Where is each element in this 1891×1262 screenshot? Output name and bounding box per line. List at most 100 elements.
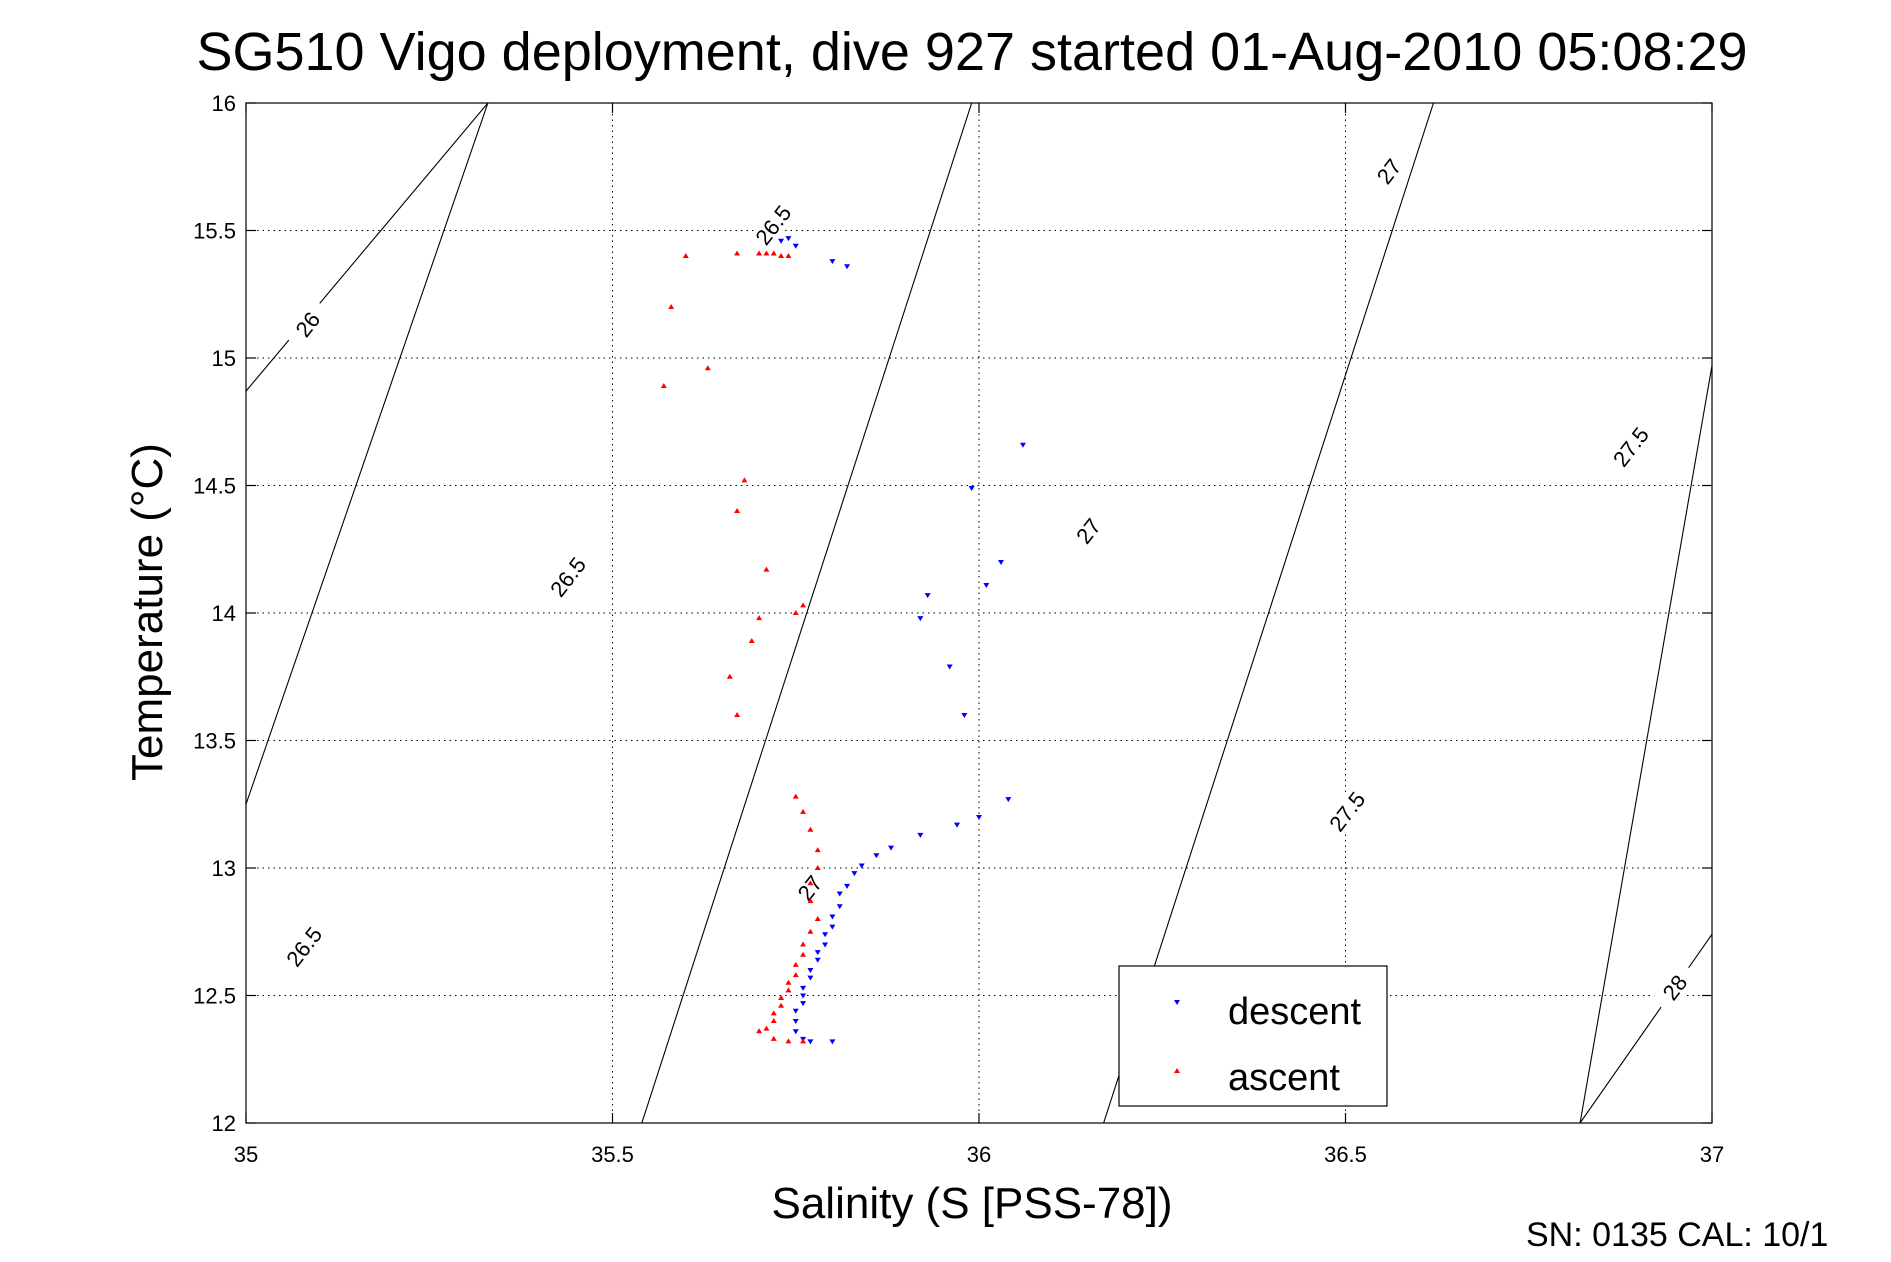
descent-point	[917, 832, 924, 838]
descent-point	[814, 957, 821, 963]
contour-label-bg	[786, 862, 835, 915]
descent-point	[814, 950, 821, 956]
isopycnal-line	[246, 103, 489, 806]
descent-point	[844, 883, 851, 889]
ascent-point	[800, 808, 807, 814]
ascent-point	[668, 304, 675, 309]
ascent-point	[807, 880, 814, 886]
ascent-point	[763, 1025, 770, 1031]
ascent-point	[748, 638, 755, 644]
descent-point	[997, 560, 1004, 565]
ascent-point	[734, 508, 741, 513]
descent-point	[829, 259, 836, 265]
legend-ascent-marker	[1174, 1068, 1180, 1073]
ascent-point	[807, 928, 814, 934]
ascent-point	[770, 250, 777, 256]
descent-point	[954, 822, 961, 828]
legend-descent-label: descent	[1228, 991, 1362, 1033]
ascent-point	[770, 1010, 777, 1016]
ascent-point	[734, 250, 741, 256]
y-tick-label: 13	[212, 856, 236, 881]
contour-label-bg	[1607, 420, 1656, 474]
y-tick-label: 14.5	[193, 474, 236, 499]
y-tick-label: 12.5	[193, 984, 236, 1009]
isopycnal-line	[1579, 933, 1712, 1123]
grid-lines	[246, 103, 1712, 1123]
descent-point	[1019, 442, 1026, 448]
descent-point	[844, 264, 851, 270]
legend: descent ascent	[1118, 965, 1388, 1107]
descent-point	[924, 593, 931, 599]
ascent-point	[785, 979, 792, 985]
descent-point	[968, 486, 975, 492]
ascent-point	[800, 941, 807, 947]
descent-point	[792, 243, 799, 249]
ascent-point	[778, 253, 785, 258]
y-tick-label: 14	[212, 601, 236, 626]
descent-point	[800, 1001, 807, 1007]
ascent-point	[814, 916, 821, 921]
density-contours	[246, 103, 1712, 1123]
chart-title: SG510 Vigo deployment, dive 927 started …	[196, 22, 1747, 82]
descent-point	[858, 863, 865, 869]
descent-point	[1005, 797, 1012, 803]
y-tick-label: 15	[212, 346, 236, 371]
descent-point	[778, 238, 785, 244]
contour-label-bg	[280, 920, 329, 974]
descent-point	[822, 942, 829, 948]
serial-calibration-note: SN: 0135 CAL: 10/1	[1526, 1216, 1828, 1254]
descent-point	[800, 985, 807, 991]
descent-point	[792, 1029, 799, 1035]
x-axis-label: Salinity (S [PSS-78])	[771, 1179, 1172, 1228]
ascent-point	[660, 383, 667, 389]
descent-point	[976, 815, 982, 820]
ascent-point	[704, 365, 711, 371]
isopycnal-line	[1579, 365, 1712, 1123]
descent-point	[888, 845, 895, 851]
ascent-point	[800, 602, 807, 608]
ascent-point	[785, 987, 792, 993]
ascent-point	[792, 610, 799, 615]
ascent-point	[726, 673, 733, 679]
contour-label-bg	[544, 550, 593, 604]
descent-point	[961, 713, 968, 718]
descent-point	[851, 871, 858, 877]
legend-box	[1118, 965, 1388, 1107]
descent-point	[836, 891, 843, 897]
descent-point	[829, 1039, 836, 1045]
y-tick-label: 15.5	[193, 219, 236, 244]
x-tick-label: 35.5	[591, 1142, 634, 1167]
ascent-point	[756, 1028, 763, 1034]
ascent-point	[792, 793, 799, 799]
contour-label-bg	[1064, 505, 1114, 558]
ascent-point	[814, 847, 821, 853]
descent-point	[807, 968, 814, 973]
descent-point	[829, 924, 836, 930]
ascent-point	[770, 1018, 777, 1023]
descent-point	[829, 914, 836, 920]
descent-point	[836, 904, 843, 910]
contour-label-bg	[1651, 961, 1700, 1015]
ascent-point	[800, 951, 807, 957]
contour-label-bg	[284, 298, 333, 352]
descent-point	[792, 1019, 799, 1024]
ascent-point	[756, 250, 763, 256]
y-axis-ticks: 12 12.5 13 13.5 14 14.5 15 15.5 16	[193, 91, 1712, 1136]
descent-point	[917, 616, 924, 622]
y-tick-label: 16	[212, 91, 236, 116]
isopycnal-line	[246, 103, 489, 392]
ascent-point	[763, 250, 770, 256]
ascent-point	[807, 898, 814, 904]
descent-point	[807, 1039, 814, 1045]
descent-point	[792, 1008, 799, 1014]
contour-label-bg	[749, 199, 798, 252]
descent-point	[785, 236, 792, 242]
ascent-point	[814, 865, 821, 870]
ascent-point	[792, 972, 799, 978]
ascent-point	[778, 995, 785, 1001]
legend-descent-marker	[1174, 1000, 1180, 1005]
y-tick-label: 12	[212, 1111, 236, 1136]
isopycnal-line	[1103, 103, 1434, 1123]
